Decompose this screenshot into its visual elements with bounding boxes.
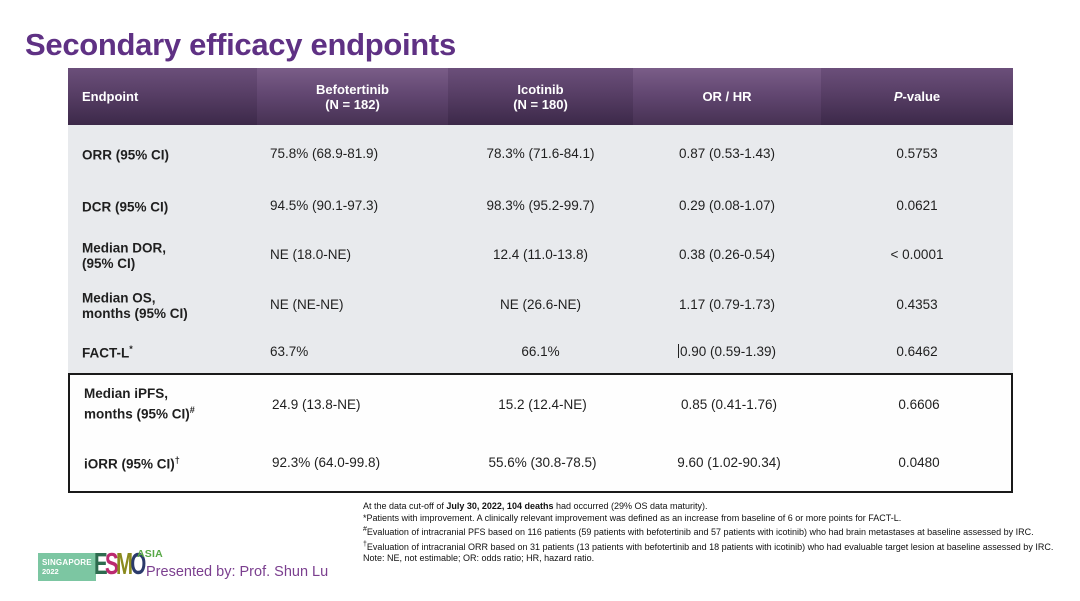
icotinib-value: NE (26.6-NE) (499, 296, 582, 312)
page-title: Secondary efficacy endpoints (25, 26, 456, 62)
esmo-logo: ESMO (94, 546, 146, 581)
row-label: Median iPFS, months (95% CI)# (84, 385, 195, 422)
table-row: ORR (95% CI) 75.8% (68.9-81.9) 78.3% (71… (68, 125, 1013, 181)
or-hr-value: 9.60 (1.02-90.34) (677, 454, 781, 470)
row-label: Median DOR, (95% CI) (82, 240, 167, 272)
or-hr-value: 0.85 (0.41-1.76) (680, 396, 778, 412)
header-befotertinib-name: Befotertinib (316, 81, 389, 97)
icotinib-value: 55.6% (30.8-78.5) (488, 454, 597, 470)
p-rest: -value (902, 89, 941, 104)
table-body-main: ORR (95% CI) 75.8% (68.9-81.9) 78.3% (71… (68, 125, 1013, 373)
footnote-abbreviations: Note: NE, not estimable; OR: odds ratio;… (363, 553, 595, 564)
befotertinib-value: 63.7% (270, 343, 309, 359)
table-row: Median OS, months (95% CI) NE (NE-NE) NE … (68, 279, 1013, 329)
intracranial-box: Median iPFS, months (95% CI)# 24.9 (13.8-… (68, 373, 1013, 493)
row-label: DCR (95% CI) (82, 199, 169, 215)
asia-label: ASIA (137, 548, 163, 560)
or-hr-value: 0.87 (0.53-1.43) (678, 145, 776, 161)
p-value: 0.6462 (896, 343, 938, 359)
p-value: < 0.0001 (890, 246, 944, 262)
table-row: FACT-L* 63.7% 66.1% 0.90 (0.59-1.39) 0.6… (68, 329, 1013, 373)
icotinib-value: 98.3% (95.2-99.7) (486, 197, 595, 213)
befotertinib-value: NE (18.0-NE) (270, 246, 352, 262)
row-label: FACT-L* (82, 343, 133, 361)
icotinib-value: 15.2 (12.4-NE) (498, 396, 587, 412)
icotinib-value: 12.4 (11.0-13.8) (492, 246, 589, 262)
p-value: 0.5753 (896, 145, 938, 161)
header-or-hr: OR / HR (633, 68, 821, 125)
header-icotinib-name: Icotinib (517, 81, 564, 97)
footer-logo: SINGAPORE 2022 ESMO ASIA Presented by: P… (38, 546, 368, 600)
p-italic: P (893, 89, 903, 104)
p-value: 0.0480 (898, 454, 940, 470)
table-header: Endpoint Befotertinib (N = 182) Icotinib… (68, 68, 1013, 125)
header-befotertinib-n: (N = 182) (325, 96, 380, 112)
presented-by: Presented by: Prof. Shun Lu (146, 564, 329, 580)
p-value: 0.4353 (896, 296, 938, 312)
header-p-value-text: P-value (821, 89, 1013, 104)
or-hr-value: 0.90 (0.59-1.39) (677, 343, 777, 359)
row-label: Median OS, months (95% CI) (82, 290, 188, 322)
befotertinib-value: 94.5% (90.1-97.3) (270, 197, 379, 213)
befotertinib-value: 92.3% (64.0-99.8) (272, 454, 381, 470)
or-hr-value: 0.29 (0.08-1.07) (678, 197, 776, 213)
row-label: ORR (95% CI) (82, 147, 170, 163)
table-row: Median DOR, (95% CI) NE (18.0-NE) 12.4 (1… (68, 229, 1013, 279)
singapore-2022-badge: SINGAPORE 2022 (38, 553, 96, 581)
footnote-ipfs: #Evaluation of intracranial PFS based on… (363, 526, 1034, 538)
or-hr-value: 1.17 (0.79-1.73) (678, 296, 776, 312)
footnotes: At the data cut-off of July 30, 2022, 10… (363, 501, 1077, 565)
text-cursor (677, 343, 679, 358)
footnote-fact-l: *Patients with improvement. A clinically… (363, 512, 902, 523)
p-value: 0.0621 (896, 197, 938, 213)
befotertinib-value: 24.9 (13.8-NE) (272, 396, 361, 412)
header-icotinib: Icotinib (N = 180) (448, 68, 633, 125)
table-row: iORR (95% CI)† 92.3% (64.0-99.8) 55.6% (… (70, 433, 1011, 491)
header-icotinib-n: (N = 180) (513, 96, 568, 112)
icotinib-value: 78.3% (71.6-84.1) (486, 145, 595, 161)
table-row: DCR (95% CI) 94.5% (90.1-97.3) 98.3% (95… (68, 181, 1013, 229)
footnote-iorr: †Evaluation of intracranial ORR based on… (363, 540, 1054, 552)
or-hr-value: 0.38 (0.26-0.54) (678, 246, 776, 262)
efficacy-table: Endpoint Befotertinib (N = 182) Icotinib… (68, 68, 1013, 493)
icotinib-value: 66.1% (521, 343, 560, 359)
p-value: 0.6606 (898, 396, 940, 412)
table-row: Median iPFS, months (95% CI)# 24.9 (13.8-… (70, 375, 1011, 433)
header-befotertinib: Befotertinib (N = 182) (257, 68, 448, 125)
befotertinib-value: NE (NE-NE) (270, 296, 344, 312)
row-label: iORR (95% CI)† (84, 454, 180, 472)
header-endpoint: Endpoint (68, 68, 257, 125)
footnote-cutoff: At the data cut-off of July 30, 2022, 10… (363, 501, 708, 511)
befotertinib-value: 75.8% (68.9-81.9) (270, 145, 379, 161)
header-p-value: P-value (821, 68, 1013, 125)
